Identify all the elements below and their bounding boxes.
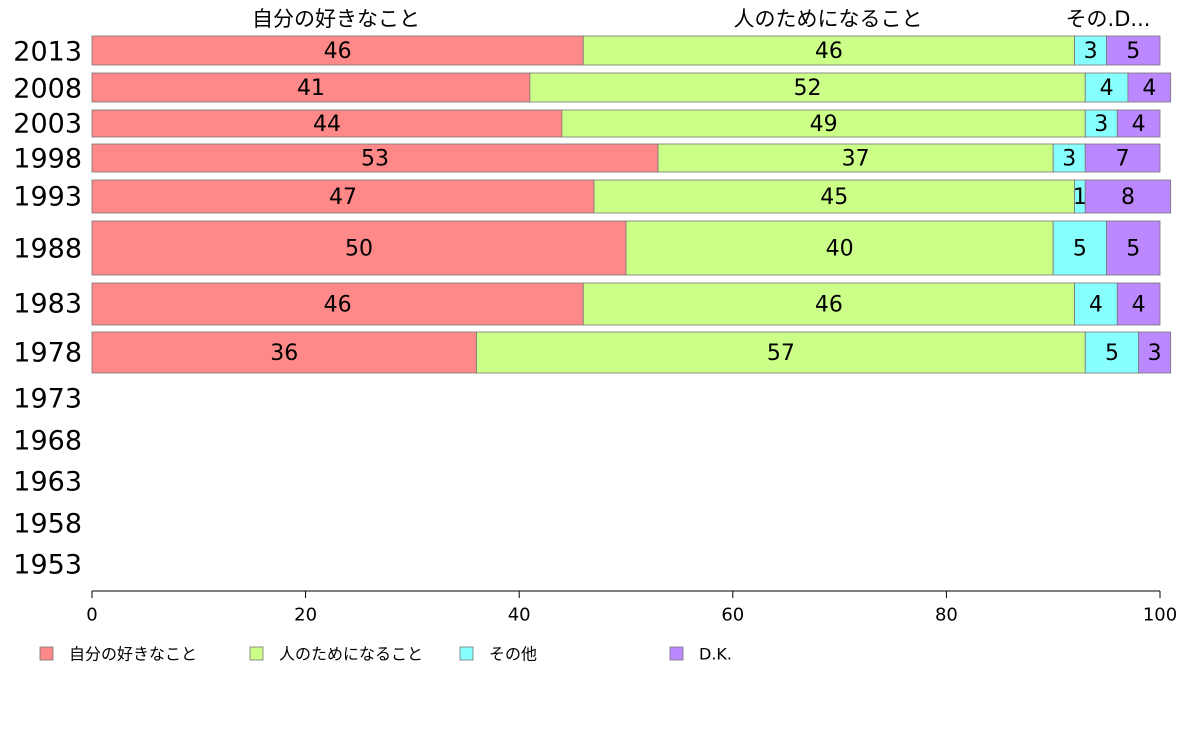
bar-segment-1983-3 bbox=[1116, 282, 1161, 326]
data-label-1993-2: 1 bbox=[1073, 185, 1087, 210]
bar-segment-1993-3 bbox=[1084, 179, 1172, 214]
year-label-2003: 2003 bbox=[13, 109, 82, 140]
bar-segment-1993-1 bbox=[593, 179, 1075, 214]
x-tick-label-20: 20 bbox=[294, 605, 317, 626]
data-label-2008-2: 4 bbox=[1100, 76, 1114, 101]
year-labels: 2013 2008 2003 1998 1993 1988 1983 1978 1973 1968… bbox=[13, 37, 82, 581]
bar-segment-2013-2 bbox=[1074, 35, 1108, 66]
x-tick-label-40: 40 bbox=[508, 605, 531, 626]
legend-label-2: その他 bbox=[489, 645, 537, 664]
data-label-1993-0: 47 bbox=[329, 185, 357, 210]
legend-label-0: 自分の好きなこと bbox=[69, 645, 197, 664]
data-label-1978-0: 36 bbox=[270, 341, 298, 366]
year-label-2008: 2008 bbox=[13, 74, 82, 105]
bar-segment-1998-1 bbox=[657, 143, 1054, 173]
data-label-2003-3: 4 bbox=[1132, 112, 1146, 137]
bar-segment-1978-2 bbox=[1084, 331, 1140, 374]
bar-segment-2013-3 bbox=[1106, 35, 1161, 66]
data-label-2013-3: 5 bbox=[1126, 39, 1140, 64]
data-label-2013-0: 46 bbox=[324, 39, 352, 64]
x-tick-label-60: 60 bbox=[721, 605, 744, 626]
data-label-1998-2: 3 bbox=[1062, 147, 1076, 172]
bar-segment-1993-0 bbox=[91, 179, 595, 214]
year-label-1993: 1993 bbox=[13, 182, 82, 213]
top-label-1: 人のためになること bbox=[734, 7, 923, 31]
data-label-1998-3: 7 bbox=[1116, 147, 1130, 172]
year-label-2013: 2013 bbox=[13, 37, 82, 68]
bar-segment-1998-3 bbox=[1084, 143, 1161, 173]
data-label-2013-2: 3 bbox=[1084, 39, 1098, 64]
data-label-1998-1: 37 bbox=[842, 147, 870, 172]
bar-segment-1983-1 bbox=[582, 282, 1075, 326]
data-label-1983-3: 4 bbox=[1132, 293, 1146, 318]
bar-segment-2013-0 bbox=[91, 35, 584, 66]
year-label-1953: 1953 bbox=[13, 550, 82, 581]
data-label-1988-1: 40 bbox=[826, 237, 854, 262]
data-label-1988-3: 5 bbox=[1126, 237, 1140, 262]
legend-label-1: 人のためになること bbox=[279, 645, 423, 664]
data-label-2003-1: 49 bbox=[810, 112, 838, 137]
x-axis: 0 20 40 60 80 100 bbox=[86, 590, 1177, 626]
legend-swatch-1 bbox=[249, 646, 264, 661]
data-label-1993-1: 45 bbox=[820, 185, 848, 210]
bars: 46 46 3 541 52 4 444 49 3 453 37 3 747 45 1 850 40 5 546 46… bbox=[91, 35, 1172, 374]
bar-segment-1988-3 bbox=[1106, 220, 1161, 276]
data-label-1988-0: 50 bbox=[345, 237, 373, 262]
year-label-1983: 1983 bbox=[13, 289, 82, 320]
year-label-1968: 1968 bbox=[13, 426, 82, 457]
data-label-1978-2: 5 bbox=[1105, 341, 1119, 366]
bar-segment-1978-3 bbox=[1138, 331, 1172, 374]
data-label-2013-1: 46 bbox=[815, 39, 843, 64]
bar-segment-2013-1 bbox=[582, 35, 1075, 66]
x-tick-label-0: 0 bbox=[86, 605, 97, 626]
bar-segment-1988-1 bbox=[625, 220, 1054, 276]
data-label-2008-0: 41 bbox=[297, 76, 325, 101]
data-label-2003-2: 3 bbox=[1094, 112, 1108, 137]
legend-swatch-0 bbox=[39, 646, 54, 661]
top-label-0: 自分の好きなこと bbox=[252, 7, 420, 31]
data-label-1983-1: 46 bbox=[815, 293, 843, 318]
year-label-1988: 1988 bbox=[13, 234, 82, 265]
data-label-1978-3: 3 bbox=[1148, 341, 1162, 366]
x-tick-label-80: 80 bbox=[935, 605, 958, 626]
bar-segment-1978-1 bbox=[476, 331, 1086, 374]
bar-segment-2008-3 bbox=[1127, 72, 1172, 103]
data-label-2003-0: 44 bbox=[313, 112, 341, 137]
top-labels: 自分の好きなこと 人のためになること その.D... bbox=[252, 7, 1150, 31]
bar-segment-2003-3 bbox=[1116, 109, 1161, 138]
data-label-2008-3: 4 bbox=[1142, 76, 1156, 101]
data-label-1983-0: 46 bbox=[324, 293, 352, 318]
data-label-1983-2: 4 bbox=[1089, 293, 1103, 318]
data-label-1988-2: 5 bbox=[1073, 237, 1087, 262]
bar-segment-2008-1 bbox=[529, 72, 1086, 103]
top-label-2: その.D... bbox=[1066, 7, 1151, 31]
legend-swatch-3 bbox=[669, 646, 684, 661]
bar-segment-2003-0 bbox=[91, 109, 563, 138]
legend: 自分の好きなこと 人のためになること その他 D.K. bbox=[39, 645, 732, 664]
bar-segment-1978-0 bbox=[91, 331, 477, 374]
bar-segment-1998-0 bbox=[91, 143, 659, 173]
bar-segment-1988-2 bbox=[1052, 220, 1107, 276]
bar-segment-2008-0 bbox=[91, 72, 531, 103]
x-tick-label-100: 100 bbox=[1143, 605, 1177, 626]
bar-segment-2003-1 bbox=[561, 109, 1086, 138]
bar-segment-2008-2 bbox=[1084, 72, 1129, 103]
data-label-1993-3: 8 bbox=[1121, 185, 1135, 210]
data-label-2008-1: 52 bbox=[794, 76, 822, 101]
year-label-1958: 1958 bbox=[13, 509, 82, 540]
legend-label-3: D.K. bbox=[699, 645, 732, 664]
bar-segment-1983-0 bbox=[91, 282, 584, 326]
year-label-1963: 1963 bbox=[13, 467, 82, 498]
data-label-1978-1: 57 bbox=[767, 341, 795, 366]
legend-swatch-2 bbox=[459, 646, 474, 661]
data-label-1998-0: 53 bbox=[361, 147, 389, 172]
year-label-1998: 1998 bbox=[13, 144, 82, 175]
year-label-1973: 1973 bbox=[13, 384, 82, 415]
year-label-1978: 1978 bbox=[13, 338, 82, 369]
